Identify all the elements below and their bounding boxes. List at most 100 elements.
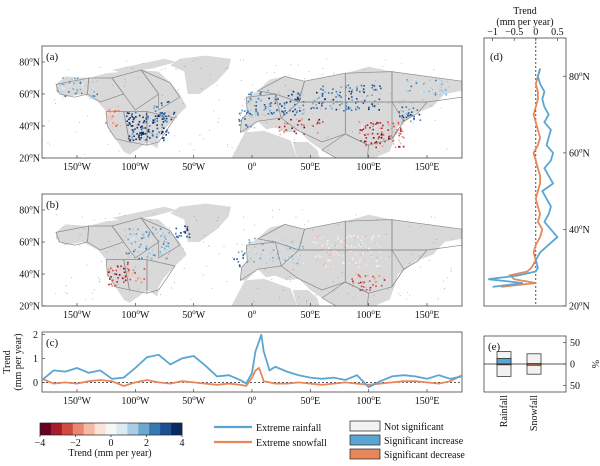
trend-pixel: [76, 81, 78, 84]
significance-dot: [169, 227, 171, 229]
trend-pixel: [72, 78, 75, 81]
trend-pixel: [299, 110, 301, 112]
significance-dot: [251, 258, 253, 260]
significance-dot: [67, 68, 69, 70]
trend-pixel: [146, 135, 149, 138]
trend-pixel: [402, 123, 405, 125]
significance-dot: [184, 227, 186, 229]
trend-pixel: [289, 245, 292, 248]
significance-dot: [251, 116, 253, 118]
significance-dot: [343, 251, 345, 253]
region-outline: [55, 77, 90, 98]
colorbar-segment: [50, 423, 63, 435]
trend-pixel: [364, 127, 367, 129]
trend-pixel: [60, 91, 63, 94]
legend-sig-increase-swatch: [349, 434, 381, 446]
significance-dot: [159, 294, 161, 295]
trend-pixel: [291, 127, 293, 129]
trend-pixel: [128, 118, 130, 121]
trend-pixel: [129, 117, 131, 119]
x-tick-label: 150oW: [63, 394, 92, 407]
significance-dot: [124, 214, 126, 216]
trend-pixel: [162, 232, 165, 234]
trend-pixel: [153, 244, 155, 246]
region-outline: [239, 241, 282, 282]
significance-dot: [390, 127, 392, 129]
significance-dot: [217, 217, 219, 219]
trend-pixel: [246, 252, 249, 255]
y-tick-label: 2: [33, 330, 38, 341]
landmass-north-america: [56, 218, 187, 303]
significance-dot: [444, 288, 446, 289]
trend-pixel: [127, 278, 130, 280]
significance-dot: [189, 143, 191, 145]
significance-dot: [202, 274, 204, 276]
trend-pixel: [134, 111, 137, 114]
trend-pixel: [351, 96, 353, 98]
trend-pixel: [347, 246, 349, 249]
trend-pixel: [278, 250, 280, 253]
significance-dot: [182, 248, 184, 250]
significance-dot: [302, 248, 304, 249]
legend-sig-decrease-swatch: [349, 448, 381, 460]
trend-pixel: [145, 120, 148, 123]
trend-pixel: [93, 91, 95, 93]
trend-pixel: [303, 126, 306, 129]
trend-pixel: [312, 241, 315, 243]
trend-pixel: [133, 233, 135, 235]
significance-dot: [104, 218, 106, 220]
trend-pixel: [403, 144, 405, 147]
trend-pixel: [247, 101, 249, 104]
trend-pixel: [362, 88, 365, 90]
trend-pixel: [112, 115, 114, 118]
trend-pixel: [367, 250, 369, 252]
significance-dot: [395, 134, 397, 136]
significance-dot: [337, 223, 339, 225]
colorbar-segment: [116, 423, 128, 435]
trend-pixel: [258, 240, 260, 243]
trend-pixel: [278, 130, 281, 132]
significance-dot: [433, 242, 435, 244]
x-tick-label: 100oW: [121, 394, 150, 407]
trend-pixel: [152, 119, 155, 121]
lat-tick-label: 20oN: [19, 300, 40, 313]
trend-pixel: [123, 281, 125, 283]
significance-dot: [177, 89, 179, 90]
trend-pixel: [246, 125, 249, 128]
trend-pixel: [398, 111, 400, 113]
trend-pixel: [144, 127, 147, 129]
trend-pixel: [115, 111, 118, 114]
trend-pixel: [281, 105, 283, 107]
trend-pixel: [445, 93, 448, 96]
significance-dot: [374, 103, 375, 105]
trend-pixel: [302, 244, 305, 246]
trend-pixel: [115, 273, 118, 276]
significance-dot: [161, 68, 163, 70]
trend-pixel: [264, 106, 267, 108]
trend-pixel: [351, 257, 354, 260]
trend-pixel: [357, 274, 360, 276]
trend-pixel: [371, 84, 374, 87]
trend-pixel: [154, 115, 157, 117]
trend-pixel: [362, 127, 364, 129]
trend-pixel: [87, 78, 89, 81]
trend-pixel: [269, 102, 272, 105]
trend-pixel: [315, 98, 318, 101]
trend-pixel: [163, 117, 166, 120]
significance-dot: [193, 215, 195, 217]
significance-dot: [175, 68, 177, 70]
trend-pixel: [110, 283, 113, 285]
significance-dot: [267, 106, 269, 108]
trend-pixel: [164, 256, 167, 259]
trend-pixel: [401, 136, 404, 138]
trend-pixel: [244, 118, 246, 120]
trend-pixel: [163, 248, 165, 251]
trend-pixel: [137, 123, 140, 126]
trend-pixel: [339, 100, 341, 103]
trend-pixel: [139, 132, 141, 134]
trend-pixel: [398, 146, 401, 148]
significance-dot: [370, 254, 372, 256]
trend-pixel: [360, 100, 363, 103]
trend-pixel: [143, 268, 146, 270]
trend-pixel: [345, 107, 347, 110]
